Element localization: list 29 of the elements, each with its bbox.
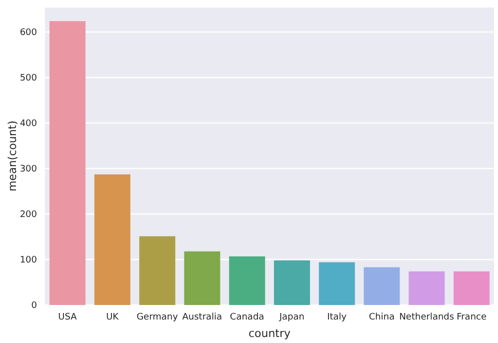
y-tick-label: 0 — [31, 301, 38, 312]
bar — [94, 174, 130, 305]
x-tick-label: Italy — [327, 312, 348, 322]
x-tick-label: Canada — [230, 312, 264, 322]
bar — [184, 251, 220, 305]
y-tick-label: 500 — [20, 74, 38, 84]
x-tick-label: France — [456, 312, 487, 322]
x-tick-label: Australia — [182, 312, 222, 322]
bar — [454, 271, 490, 305]
y-tick-label: 400 — [20, 119, 38, 130]
y-tick-label: 100 — [20, 256, 38, 266]
x-axis-title: country — [248, 327, 292, 340]
bar — [49, 21, 86, 305]
bar — [364, 267, 400, 305]
bar — [318, 262, 355, 305]
bar — [229, 256, 266, 305]
x-tick-label: Netherlands — [399, 312, 454, 322]
x-tick-label: Germany — [136, 312, 179, 322]
y-tick-label: 300 — [20, 164, 38, 175]
x-tick-label: Japan — [278, 312, 305, 322]
x-tick-label: USA — [58, 312, 78, 322]
x-tick-label: UK — [106, 312, 120, 322]
bar — [139, 236, 176, 305]
x-tick-label: China — [368, 312, 395, 322]
y-tick-label: 200 — [20, 210, 38, 220]
y-axis-title: mean(count) — [6, 120, 19, 192]
bar — [274, 260, 310, 305]
bar — [408, 271, 445, 305]
y-tick-label: 600 — [20, 28, 38, 38]
